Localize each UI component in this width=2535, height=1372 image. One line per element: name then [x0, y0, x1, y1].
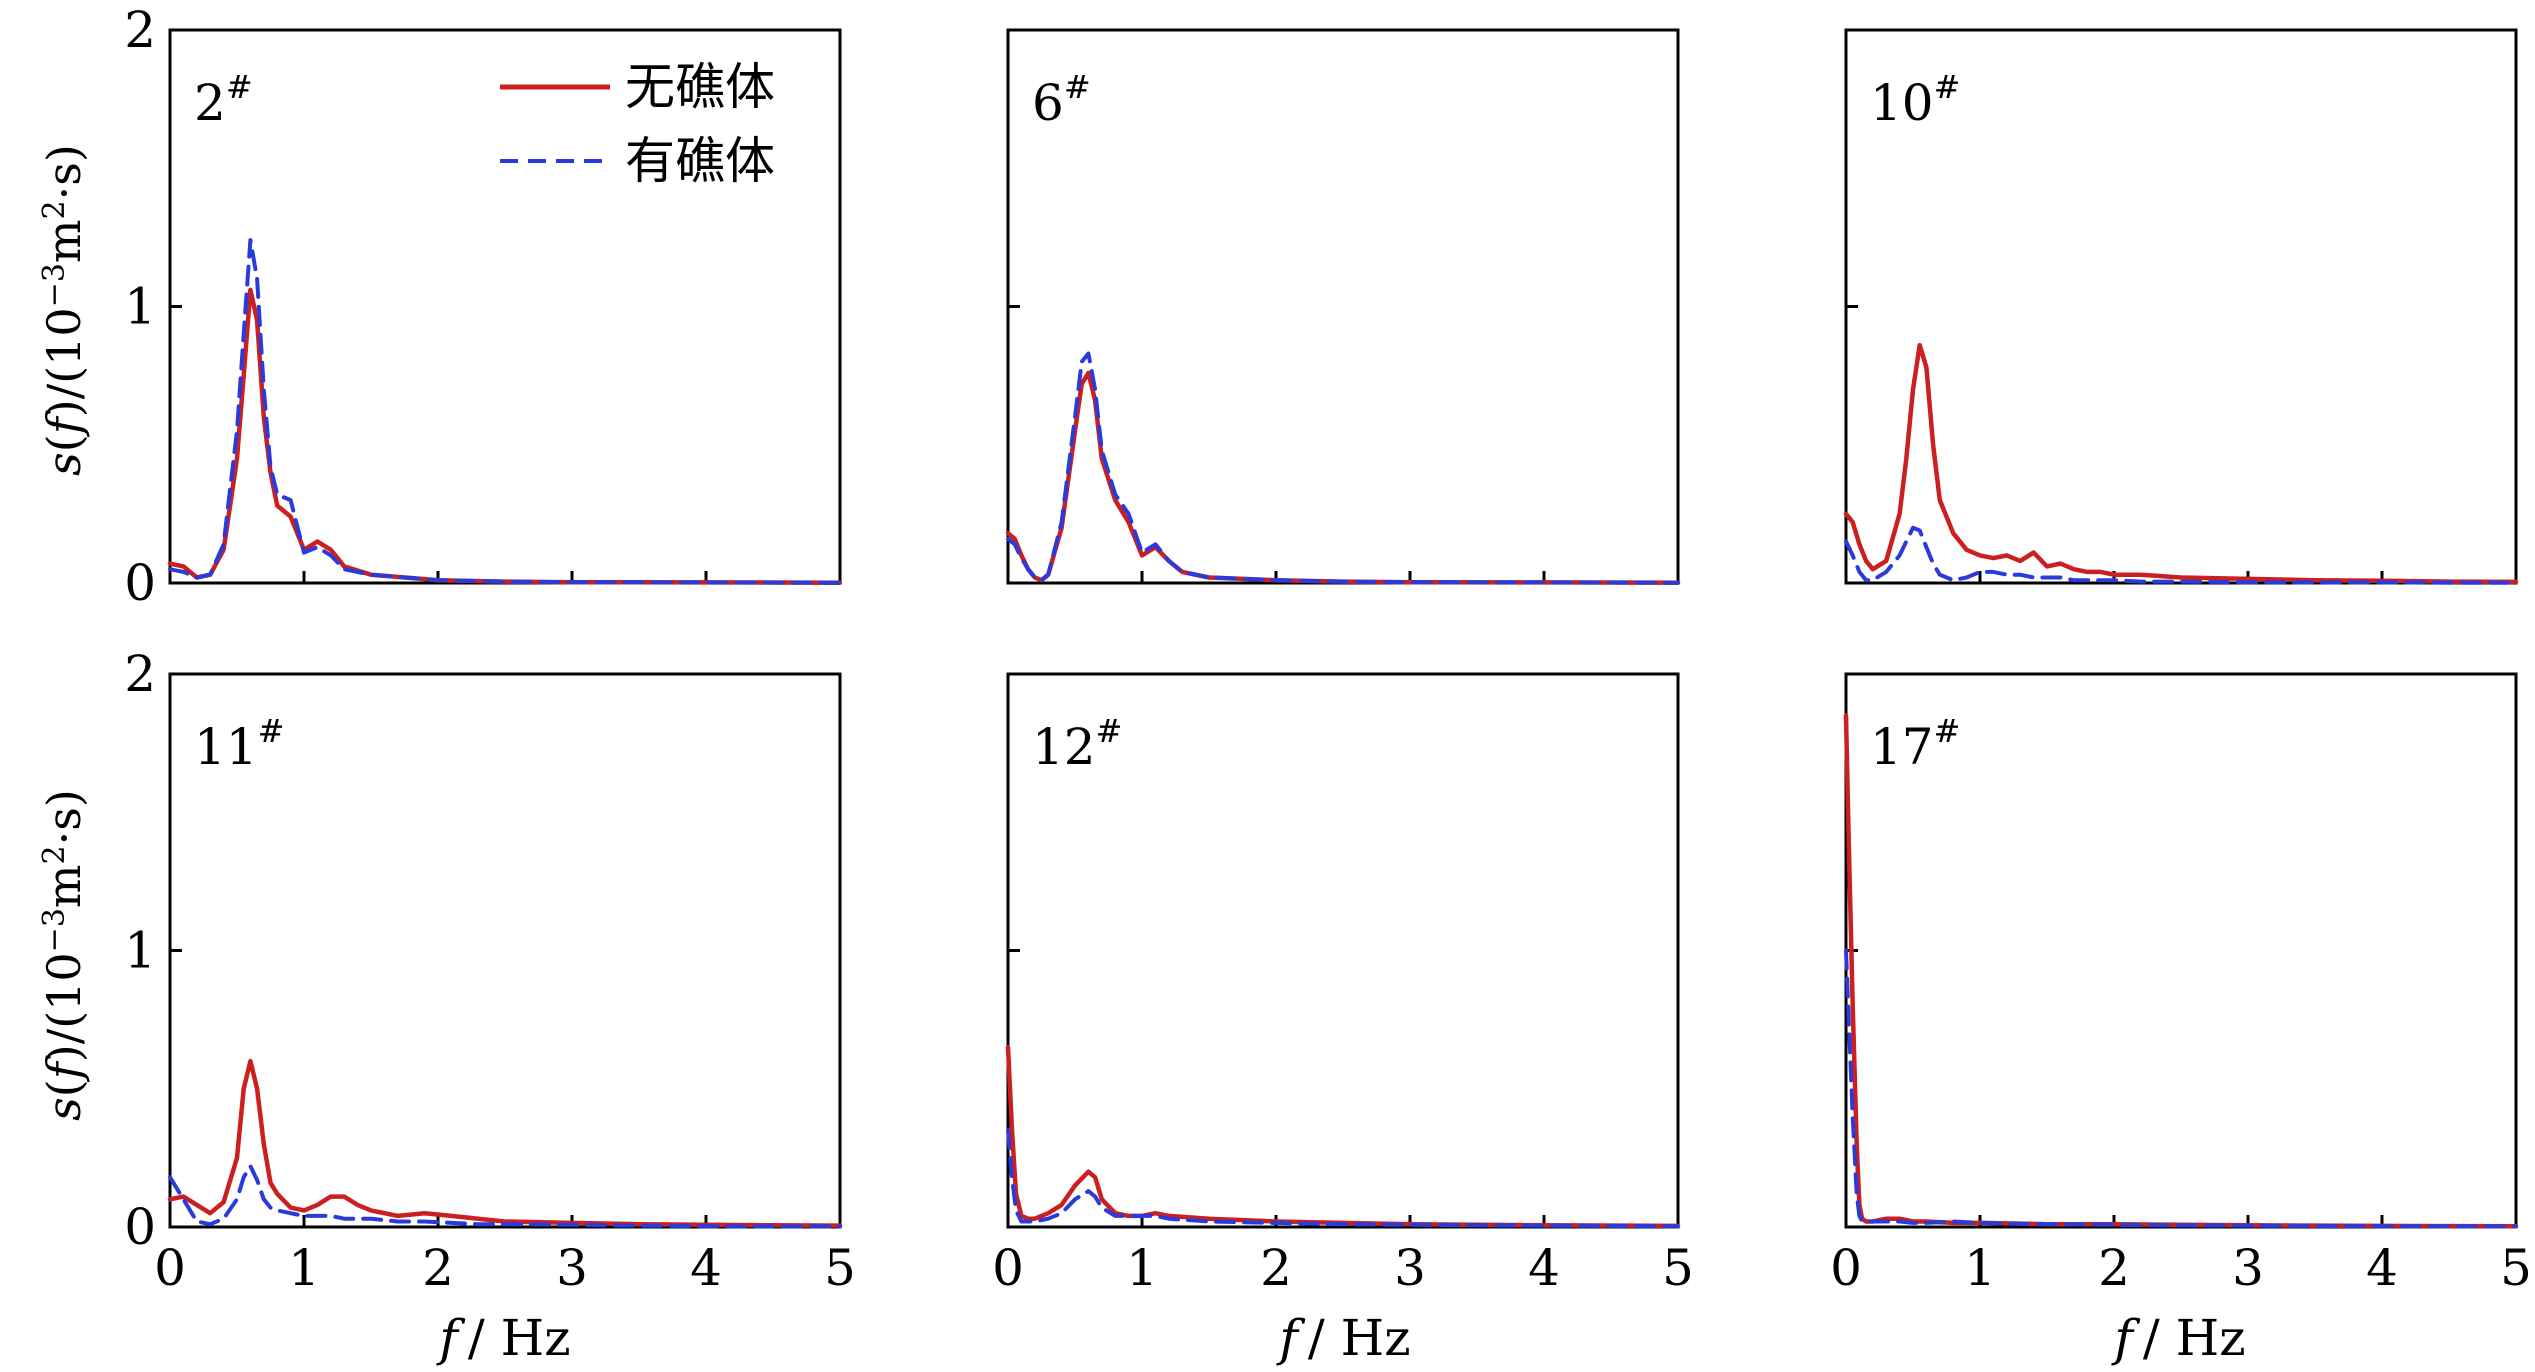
y-title-exp1: −3 [37, 908, 72, 952]
x-tick-label: 4 [2366, 1239, 2398, 1297]
panels: 0 1 2 2# 6# 10# 0 1 2 0 1 2 3 4 5 11# 0 1 2 3 4 5 12# 0 1 2 3 4 5 17# [124, 1, 2532, 1297]
y-title-tail: ·s) [37, 144, 91, 200]
y-title-close: )/(10 [37, 307, 91, 417]
y-axis-title-top: s(f)/(10−3m2·s) [37, 144, 91, 476]
plot-frame [1006, 672, 1680, 1229]
x-tick-label: 1 [288, 1239, 320, 1297]
panel-label: 10# [1870, 68, 1960, 132]
series-line-with-reef [168, 238, 842, 585]
x-title-f: f [435, 1309, 465, 1367]
y-title-close: )/(10 [37, 952, 91, 1062]
y-title-exp2: 2 [37, 845, 72, 864]
x-tick-label: 5 [1662, 1239, 1694, 1297]
plot-frame [1844, 672, 2518, 1229]
x-title-f: f [1275, 1309, 1305, 1367]
y-title-open: ( [37, 434, 91, 452]
series-line-with-reef [1006, 1128, 1680, 1229]
x-tick-label: 2 [422, 1239, 454, 1297]
panel-10: 10# [1843, 28, 2519, 585]
x-title-unit: / Hz [1308, 1309, 1411, 1367]
series-line-no-reef [167, 287, 843, 585]
y-title-s: s [37, 452, 91, 476]
y-tick-label: 1 [124, 922, 156, 980]
x-tick-label: 3 [2232, 1239, 2264, 1297]
series-line-with-reef [168, 1164, 842, 1229]
x-tick-label: 1 [1964, 1239, 1996, 1297]
y-title-tail: ·s) [37, 789, 91, 845]
x-tick-label: 0 [992, 1239, 1024, 1297]
series-line-with-reef [1844, 948, 2518, 1229]
x-tick-label: 0 [154, 1239, 186, 1297]
plot-frame [1006, 28, 1680, 585]
y-title-s: s [37, 1097, 91, 1121]
x-title-unit: / Hz [468, 1309, 571, 1367]
panel-12: 0 1 2 3 4 5 12# [992, 672, 1694, 1297]
panel-label: 2# [194, 68, 253, 132]
y-tick-label: 2 [124, 1, 156, 59]
y-title-unit: m [37, 219, 91, 263]
legend: 无礁体 有礁体 [500, 58, 775, 190]
panel-2: 0 1 2 2# [124, 1, 843, 612]
series-line-no-reef [167, 1058, 843, 1228]
x-title-f: f [2110, 1309, 2140, 1367]
x-axis-title-2: f / Hz [1275, 1309, 1410, 1367]
legend-no-reef-label: 无礁体 [625, 58, 775, 116]
panel-11: 0 1 2 0 1 2 3 4 5 11# [124, 645, 856, 1297]
series-line-no-reef [1005, 1045, 1681, 1229]
y-title-open: ( [37, 1079, 91, 1097]
x-tick-label: 2 [2098, 1239, 2130, 1297]
x-axis-title-3: f / Hz [2110, 1309, 2245, 1367]
legend-with-reef-label: 有礁体 [625, 132, 775, 190]
x-tick-label: 0 [1830, 1239, 1862, 1297]
panel-label: 12# [1032, 712, 1122, 776]
series-line-with-reef [1844, 525, 2518, 585]
panel-label: 17# [1870, 712, 1960, 776]
x-tick-label: 3 [1394, 1239, 1426, 1297]
y-tick-label: 0 [124, 554, 156, 612]
x-tick-label: 1 [1126, 1239, 1158, 1297]
x-tick-label: 5 [824, 1239, 856, 1297]
panel-6: 6# [1005, 28, 1681, 585]
series-line-no-reef [1005, 370, 1681, 585]
panel-label: 6# [1032, 68, 1091, 132]
y-tick-label: 2 [124, 645, 156, 703]
series-line-no-reef [1843, 713, 2519, 1229]
y-title-unit: m [37, 864, 91, 908]
x-title-unit: / Hz [2143, 1309, 2246, 1367]
y-tick-label: 0 [124, 1198, 156, 1256]
x-tick-label: 5 [2500, 1239, 2532, 1297]
panel-label: 11# [194, 712, 284, 776]
y-title-exp2: 2 [37, 200, 72, 219]
series-line-with-reef [1006, 351, 1680, 585]
plot-frame [168, 672, 842, 1229]
x-tick-label: 3 [556, 1239, 588, 1297]
x-tick-label: 2 [1260, 1239, 1292, 1297]
y-tick-label: 1 [124, 278, 156, 336]
panel-17: 0 1 2 3 4 5 17# [1830, 672, 2532, 1297]
y-title-exp1: −3 [37, 263, 72, 307]
y-axis-title-bottom: s(f)/(10−3m2·s) [37, 789, 91, 1121]
x-tick-label: 4 [1528, 1239, 1560, 1297]
x-tick-label: 4 [690, 1239, 722, 1297]
plot-frame [1844, 28, 2518, 585]
x-axis-title-1: f / Hz [435, 1309, 570, 1367]
series-line-no-reef [1843, 342, 2519, 585]
